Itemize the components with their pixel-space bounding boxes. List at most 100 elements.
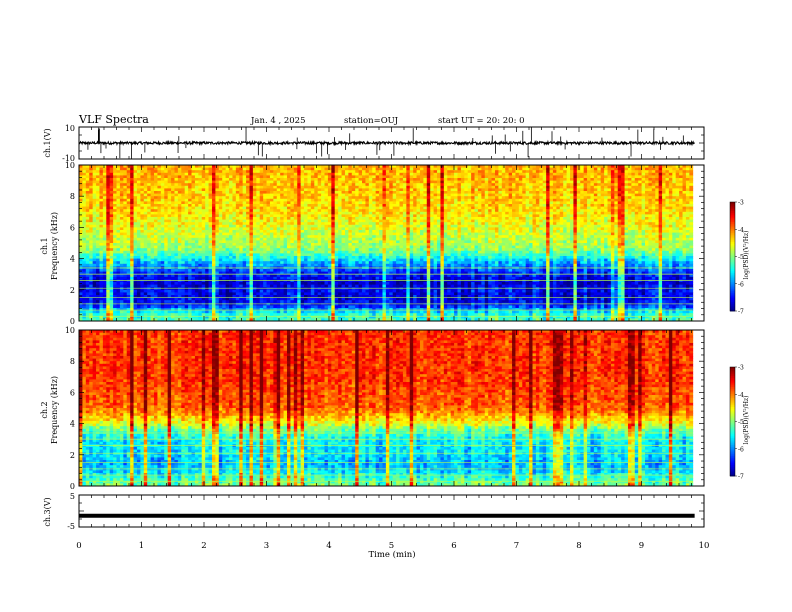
spectrogram-cell — [297, 196, 301, 199]
spectrogram-cell — [502, 204, 506, 207]
spectrogram-cell — [625, 178, 629, 181]
spectrogram-cell — [683, 204, 687, 207]
spectrogram-cell — [601, 209, 605, 212]
spectrogram-cell — [369, 217, 373, 220]
spectrogram-cell — [522, 207, 526, 210]
spectrogram-cell — [611, 183, 615, 186]
spectrogram-cell — [154, 173, 158, 176]
spectrogram-cell — [209, 220, 213, 223]
spectrogram-cell — [178, 227, 182, 230]
spectrogram-cell — [420, 175, 424, 178]
spectrogram-cell — [342, 199, 346, 202]
spectrogram-cell — [277, 173, 281, 176]
spectrogram-cell — [229, 207, 233, 210]
spectrogram-cell — [164, 173, 168, 176]
spectrogram-cell — [120, 173, 124, 176]
spectrogram-cell — [625, 227, 629, 230]
spectrogram-cell — [529, 186, 533, 189]
spectrogram-cell — [505, 220, 509, 223]
spectrogram-cell — [597, 181, 601, 184]
spectrogram-cell — [301, 194, 305, 197]
spectrogram-cell — [546, 191, 550, 194]
spectrogram-cell — [270, 204, 274, 207]
spectrogram-cell — [209, 173, 213, 176]
spectrogram-cell — [618, 199, 622, 202]
spectrogram-cell — [219, 212, 223, 215]
spectrogram-cell — [669, 170, 673, 173]
spectrogram-cell — [642, 168, 646, 171]
spectrogram-cell — [307, 214, 311, 217]
spectrogram-cell — [181, 204, 185, 207]
spectrogram-cell — [679, 186, 683, 189]
spectrogram-cell — [567, 183, 571, 186]
spectrogram-cell — [277, 233, 281, 236]
spectrogram-cell — [103, 209, 107, 212]
spectrogram-cell — [420, 212, 424, 215]
spectrogram-cell — [430, 230, 434, 233]
spectrogram-cell — [567, 186, 571, 189]
spectrogram-cell — [406, 209, 410, 212]
spectrogram-cell — [478, 178, 482, 181]
spectrogram-cell — [468, 181, 472, 184]
spectrogram-cell — [386, 227, 390, 230]
spectrogram-cell — [621, 204, 625, 207]
spectrogram-cell — [560, 178, 564, 181]
spectrogram-cell — [461, 170, 465, 173]
spectrogram-cell — [307, 233, 311, 236]
spectrogram-cell — [536, 188, 540, 191]
spectrogram-cell — [120, 181, 124, 184]
spectrogram-cell — [659, 217, 663, 220]
spectrogram-cell — [683, 227, 687, 230]
spectrogram-cell — [577, 188, 581, 191]
spectrogram-cell — [471, 173, 475, 176]
spectrogram-cell — [434, 178, 438, 181]
spectrogram-cell — [342, 204, 346, 207]
spectrogram-cell — [423, 186, 427, 189]
spectrogram-cell — [505, 181, 509, 184]
spectrogram-cell — [488, 191, 492, 194]
spectrogram-cell — [587, 199, 591, 202]
spectrogram-cell — [509, 168, 513, 171]
spectrogram-cell — [86, 225, 90, 228]
spectrogram-cell — [348, 188, 352, 191]
spectrogram-cell — [331, 175, 335, 178]
spectrogram-cell — [314, 209, 318, 212]
spectrogram-cell — [584, 196, 588, 199]
spectrogram-cell — [662, 168, 666, 171]
spectrogram-cell — [532, 183, 536, 186]
spectrogram-cell — [437, 170, 441, 173]
spectrogram-cell — [79, 233, 83, 236]
spectrogram-cell — [239, 188, 243, 191]
spectrogram-cell — [79, 173, 83, 176]
spectrogram-cell — [154, 209, 158, 212]
spectrogram-cell — [437, 230, 441, 233]
spectrogram-cell — [454, 170, 458, 173]
spectrogram-cell — [594, 168, 598, 171]
spectrogram-cell — [396, 227, 400, 230]
spectrogram-cell — [662, 173, 666, 176]
spectrogram-cell — [400, 183, 404, 186]
spectrogram-cell — [655, 191, 659, 194]
vlf-spectra-figure: VLF Spectra Jan. 4 , 2025 station=OUJ st… — [0, 0, 792, 612]
spectrogram-cell — [222, 199, 226, 202]
spectrogram-cell — [123, 230, 127, 233]
spectrogram-cell — [560, 209, 564, 212]
spectrogram-cell — [393, 188, 397, 191]
spectrogram-cell — [321, 220, 325, 223]
spectrogram-cell — [461, 209, 465, 212]
spectrogram-cell — [492, 181, 496, 184]
spectrogram-cell — [614, 168, 618, 171]
spectrogram-cell — [192, 220, 196, 223]
spectrogram-cell — [379, 188, 383, 191]
spectrogram-cell — [348, 178, 352, 181]
spectrogram-cell — [212, 199, 216, 202]
spectrogram-cell — [226, 225, 230, 228]
spectrogram-cell — [556, 183, 560, 186]
spectrogram-cell — [417, 186, 421, 189]
spectrogram-cell — [209, 227, 213, 230]
spectrogram-cell — [171, 207, 175, 210]
spectrogram-cell — [665, 186, 669, 189]
spectrogram-cell — [236, 168, 240, 171]
spectrogram-cell — [689, 183, 693, 186]
spectrogram-cell — [123, 207, 127, 210]
